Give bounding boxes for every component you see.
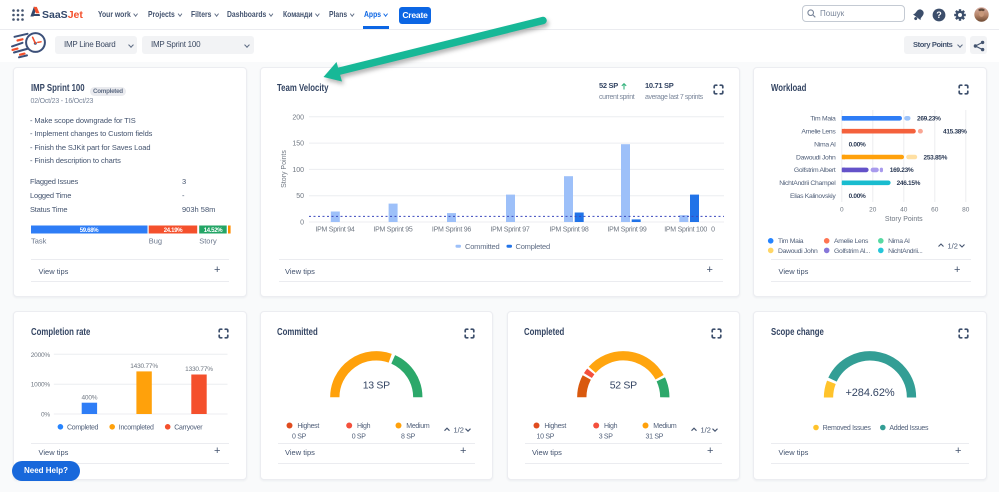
svg-text:1330.77%: 1330.77% xyxy=(185,366,213,373)
svg-text:100: 100 xyxy=(292,167,304,174)
svg-text:Added Issues: Added Issues xyxy=(889,425,929,432)
svg-text:60: 60 xyxy=(931,207,939,214)
svg-text:169.23%: 169.23% xyxy=(890,167,914,174)
svg-text:150: 150 xyxy=(292,141,304,148)
svg-text:Dawoudi John: Dawoudi John xyxy=(796,154,836,161)
svg-text:Story: Story xyxy=(199,237,217,246)
svg-text:246.15%: 246.15% xyxy=(897,180,921,187)
svg-text:Committed: Committed xyxy=(465,242,499,251)
svg-text:Medium: Medium xyxy=(406,423,430,430)
svg-text:Nima Al: Nima Al xyxy=(888,238,910,245)
svg-text:400%: 400% xyxy=(81,394,97,401)
svg-text:269.23%: 269.23% xyxy=(917,116,941,123)
svg-text:NichtAndrii...: NichtAndrii... xyxy=(888,248,923,255)
svg-text:Golfstrim Albert: Golfstrim Albert xyxy=(794,167,836,174)
svg-text:1/2: 1/2 xyxy=(701,426,711,435)
svg-text:0: 0 xyxy=(840,207,844,214)
svg-text:Amelie Lens: Amelie Lens xyxy=(834,238,869,245)
svg-text:3 SP: 3 SP xyxy=(599,434,614,441)
svg-text:Golfstrim Al...: Golfstrim Al... xyxy=(834,248,870,255)
svg-text:20: 20 xyxy=(869,207,877,214)
svg-text:Carryover: Carryover xyxy=(174,424,203,431)
svg-text:415.38%: 415.38% xyxy=(943,129,967,136)
svg-text:Nima Al: Nima Al xyxy=(814,141,836,148)
svg-text:Tim Maia: Tim Maia xyxy=(778,238,804,245)
svg-text:Completed: Completed xyxy=(67,424,99,431)
svg-text:10 SP: 10 SP xyxy=(537,434,555,441)
svg-text:?: ? xyxy=(936,10,942,20)
svg-text:Story Points: Story Points xyxy=(281,150,288,188)
svg-text:200: 200 xyxy=(292,114,304,121)
svg-text:52 SP: 52 SP xyxy=(610,380,637,392)
svg-text:24.19%: 24.19% xyxy=(164,228,184,234)
svg-text:1/2: 1/2 xyxy=(454,426,464,435)
svg-text:Task: Task xyxy=(31,237,47,246)
svg-text:1000%: 1000% xyxy=(31,382,51,389)
svg-text:Removed Issues: Removed Issues xyxy=(823,425,872,432)
svg-text:IPM Sprint 94: IPM Sprint 94 xyxy=(315,227,355,234)
svg-text:50: 50 xyxy=(296,193,304,200)
svg-text:40: 40 xyxy=(900,207,908,214)
svg-text:59.68%: 59.68% xyxy=(80,228,100,234)
svg-text:2000%: 2000% xyxy=(31,352,51,359)
svg-text:Incompleted: Incompleted xyxy=(119,424,154,431)
svg-text:1430.77%: 1430.77% xyxy=(130,363,158,370)
svg-text:80: 80 xyxy=(962,207,970,214)
svg-text:IPM Sprint 99: IPM Sprint 99 xyxy=(607,227,647,234)
svg-text:0.00%: 0.00% xyxy=(849,193,866,200)
svg-text:0 SP: 0 SP xyxy=(352,434,367,441)
svg-text:0 SP: 0 SP xyxy=(292,434,307,441)
svg-text:IPM Sprint 95: IPM Sprint 95 xyxy=(373,227,413,234)
svg-text:Dawoudi John: Dawoudi John xyxy=(778,248,818,255)
svg-text:Highest: Highest xyxy=(544,423,566,430)
svg-text:High: High xyxy=(357,423,371,430)
svg-text:Bug: Bug xyxy=(149,237,162,246)
svg-text:1/2: 1/2 xyxy=(948,241,958,250)
svg-text:IPM Sprint 100: IPM Sprint 100 xyxy=(664,227,707,234)
svg-text:13 SP: 13 SP xyxy=(363,380,390,392)
svg-text:+284.62%: +284.62% xyxy=(845,387,894,399)
svg-text:Highest: Highest xyxy=(297,423,319,430)
svg-text:0.00%: 0.00% xyxy=(849,141,866,148)
svg-text:0: 0 xyxy=(711,227,715,234)
svg-text:Elias Kalinovskiy: Elias Kalinovskiy xyxy=(790,193,836,200)
svg-text:Completed: Completed xyxy=(516,242,550,251)
svg-text:Tim Maia: Tim Maia xyxy=(810,116,836,123)
svg-text:NichtAndrii Champel: NichtAndrii Champel xyxy=(779,180,836,187)
svg-text:0: 0 xyxy=(300,220,304,227)
svg-text:IPM Sprint 98: IPM Sprint 98 xyxy=(549,227,589,234)
svg-text:14.52%: 14.52% xyxy=(204,228,224,234)
svg-text:Medium: Medium xyxy=(653,423,677,430)
svg-text:IPM Sprint 97: IPM Sprint 97 xyxy=(490,227,530,234)
svg-text:High: High xyxy=(604,423,618,430)
svg-text:0%: 0% xyxy=(41,412,50,419)
svg-text:Amelie Lens: Amelie Lens xyxy=(801,129,836,136)
svg-text:IPM Sprint 96: IPM Sprint 96 xyxy=(432,227,472,234)
svg-text:31 SP: 31 SP xyxy=(646,434,664,441)
svg-text:Story Points: Story Points xyxy=(885,216,923,223)
svg-text:8 SP: 8 SP xyxy=(401,434,416,441)
svg-text:253.85%: 253.85% xyxy=(924,154,948,161)
